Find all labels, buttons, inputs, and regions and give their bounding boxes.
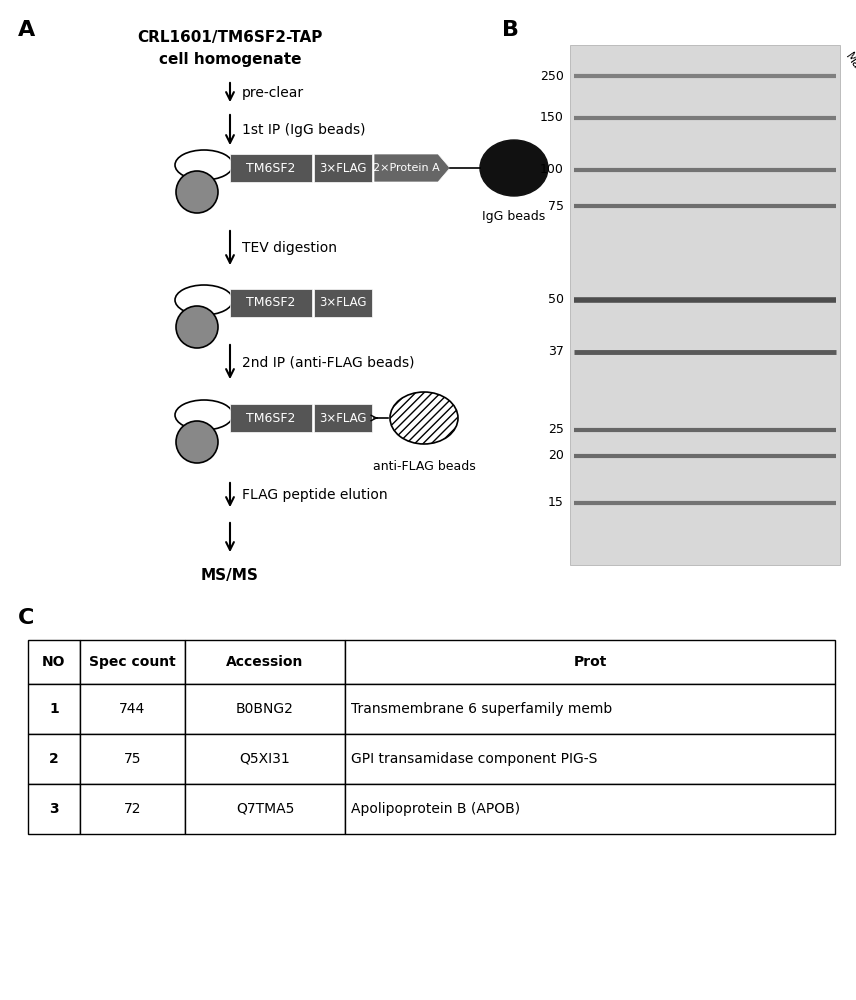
- Text: CRL1601/TM6SF2-TAP: CRL1601/TM6SF2-TAP: [137, 30, 323, 45]
- Text: Apolipoprotein B (APOB): Apolipoprotein B (APOB): [351, 802, 520, 816]
- Text: B0BNG2: B0BNG2: [236, 702, 294, 716]
- Text: 3×FLAG: 3×FLAG: [319, 412, 366, 424]
- Text: NO: NO: [42, 655, 66, 669]
- FancyBboxPatch shape: [230, 404, 312, 432]
- FancyBboxPatch shape: [80, 784, 185, 834]
- Text: MS/MS: MS/MS: [201, 568, 259, 583]
- FancyBboxPatch shape: [28, 784, 80, 834]
- Text: 20: 20: [548, 449, 564, 462]
- Text: 50: 50: [548, 293, 564, 306]
- Ellipse shape: [175, 400, 233, 430]
- Text: TM6SF2: TM6SF2: [247, 296, 295, 310]
- FancyBboxPatch shape: [314, 404, 372, 432]
- FancyBboxPatch shape: [230, 289, 312, 317]
- FancyBboxPatch shape: [570, 45, 840, 565]
- Text: 3: 3: [49, 802, 59, 816]
- Text: 1: 1: [49, 702, 59, 716]
- Text: TEV digestion: TEV digestion: [242, 241, 337, 255]
- Text: TM6SF2: TM6SF2: [247, 161, 295, 174]
- Text: A: A: [18, 20, 35, 40]
- Text: TM6SF2: TM6SF2: [247, 412, 295, 424]
- Text: 3×FLAG: 3×FLAG: [319, 296, 366, 310]
- Text: 72: 72: [124, 802, 141, 816]
- FancyBboxPatch shape: [80, 640, 185, 684]
- FancyBboxPatch shape: [28, 734, 80, 784]
- FancyBboxPatch shape: [28, 640, 80, 684]
- FancyBboxPatch shape: [28, 684, 80, 734]
- FancyBboxPatch shape: [80, 734, 185, 784]
- Text: 2: 2: [49, 752, 59, 766]
- Text: Prot: Prot: [574, 655, 607, 669]
- FancyBboxPatch shape: [230, 154, 312, 182]
- Ellipse shape: [390, 392, 458, 444]
- Text: 100: 100: [540, 163, 564, 176]
- Text: 37: 37: [548, 345, 564, 358]
- Text: Spec count: Spec count: [89, 655, 175, 669]
- Ellipse shape: [175, 285, 233, 315]
- FancyBboxPatch shape: [345, 784, 835, 834]
- Ellipse shape: [176, 421, 218, 463]
- FancyBboxPatch shape: [345, 734, 835, 784]
- Text: FLAG peptide elution: FLAG peptide elution: [242, 488, 388, 502]
- Text: 25: 25: [548, 423, 564, 436]
- FancyBboxPatch shape: [185, 684, 345, 734]
- FancyBboxPatch shape: [314, 289, 372, 317]
- FancyBboxPatch shape: [80, 684, 185, 734]
- Polygon shape: [374, 154, 450, 182]
- Text: GPI transamidase component PIG-S: GPI transamidase component PIG-S: [351, 752, 597, 766]
- Ellipse shape: [175, 150, 233, 180]
- Ellipse shape: [480, 140, 548, 196]
- Text: Q5XI31: Q5XI31: [240, 752, 290, 766]
- Text: 15: 15: [548, 496, 564, 509]
- FancyBboxPatch shape: [185, 640, 345, 684]
- FancyBboxPatch shape: [345, 640, 835, 684]
- Text: 150: 150: [540, 111, 564, 124]
- Text: C: C: [18, 608, 34, 628]
- Text: Q7TMA5: Q7TMA5: [235, 802, 294, 816]
- FancyBboxPatch shape: [345, 684, 835, 734]
- Text: 3×FLAG: 3×FLAG: [319, 161, 366, 174]
- Text: cell homogenate: cell homogenate: [158, 52, 301, 67]
- Ellipse shape: [176, 171, 218, 213]
- Text: 1st IP (IgG beads): 1st IP (IgG beads): [242, 123, 366, 137]
- Text: 2nd IP (anti-FLAG beads): 2nd IP (anti-FLAG beads): [242, 355, 414, 369]
- FancyBboxPatch shape: [314, 154, 372, 182]
- Text: 75: 75: [548, 200, 564, 213]
- Text: 250: 250: [540, 70, 564, 83]
- Text: 744: 744: [119, 702, 146, 716]
- Text: 75: 75: [124, 752, 141, 766]
- Text: B: B: [502, 20, 519, 40]
- Text: Transmembrane 6 superfamily memb: Transmembrane 6 superfamily memb: [351, 702, 612, 716]
- Text: Accession: Accession: [226, 655, 304, 669]
- Ellipse shape: [176, 306, 218, 348]
- Text: IgG beads: IgG beads: [483, 210, 545, 223]
- FancyBboxPatch shape: [185, 734, 345, 784]
- Text: anti-FLAG beads: anti-FLAG beads: [372, 460, 475, 473]
- Text: Mark: Mark: [842, 50, 856, 81]
- Text: pre-clear: pre-clear: [242, 86, 304, 100]
- Text: 2×Protein A: 2×Protein A: [372, 163, 439, 173]
- FancyBboxPatch shape: [185, 784, 345, 834]
